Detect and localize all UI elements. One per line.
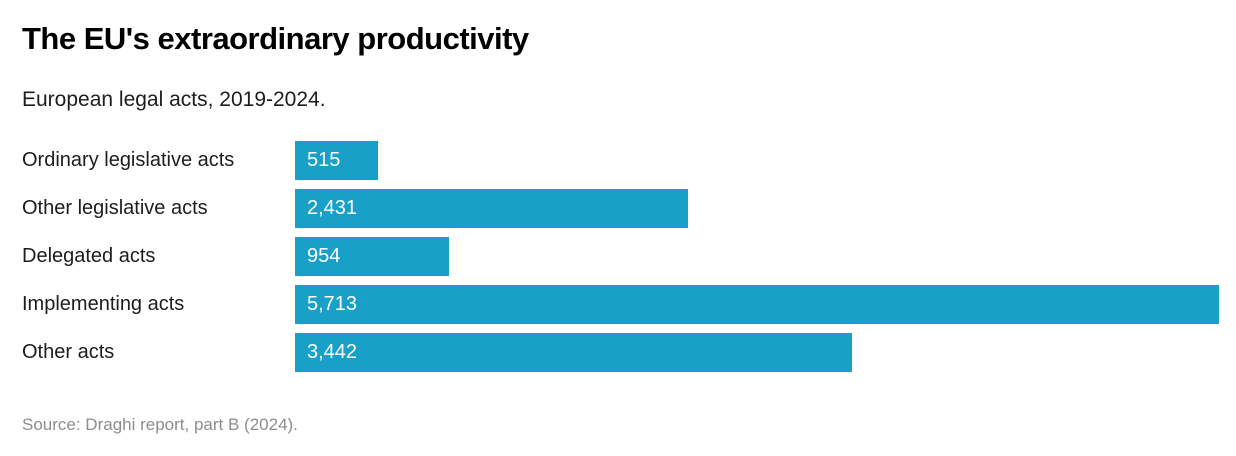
bar-track: 3,442: [295, 333, 1219, 372]
bar-delegated-acts: 954: [295, 237, 450, 276]
category-label: Ordinary legislative acts: [22, 149, 235, 171]
category-label: Implementing acts: [22, 293, 185, 315]
source-note: Source: Draghi report, part B (2024).: [22, 415, 298, 434]
bar-other-acts: 3,442: [295, 333, 852, 372]
category-label: Other acts: [22, 341, 115, 363]
category-label: Other legislative acts: [22, 197, 208, 219]
bar-value-label: 3,442: [307, 341, 358, 363]
bar-value-label: 2,431: [307, 197, 358, 219]
bar-track: 2,431: [295, 189, 1219, 228]
bar-value-label: 515: [307, 149, 341, 171]
chart-row: Other legislative acts 2,431: [22, 189, 1219, 228]
chart-title: The EU's extraordinary productivity: [22, 21, 529, 56]
chart-row: Implementing acts 5,713: [22, 285, 1219, 324]
category-label: Delegated acts: [22, 245, 156, 267]
chart-row: Ordinary legislative acts 515: [22, 141, 1219, 180]
bar-ordinary-legislative-acts: 515: [295, 141, 379, 180]
bar-track: 515: [295, 141, 1219, 180]
chart-row: Other acts 3,442: [22, 333, 1219, 372]
bar-value-label: 954: [307, 245, 341, 267]
chart-subtitle: European legal acts, 2019-2024.: [22, 88, 326, 111]
bar-track: 954: [295, 237, 1219, 276]
bar-value-label: 5,713: [307, 293, 358, 315]
chart-row: Delegated acts 954: [22, 237, 1219, 276]
bar-other-legislative-acts: 2,431: [295, 189, 689, 228]
bar-track: 5,713: [295, 285, 1219, 324]
bar-implementing-acts: 5,713: [295, 285, 1219, 324]
bar-chart: Ordinary legislative acts 515 Other legisl…: [22, 141, 1219, 372]
